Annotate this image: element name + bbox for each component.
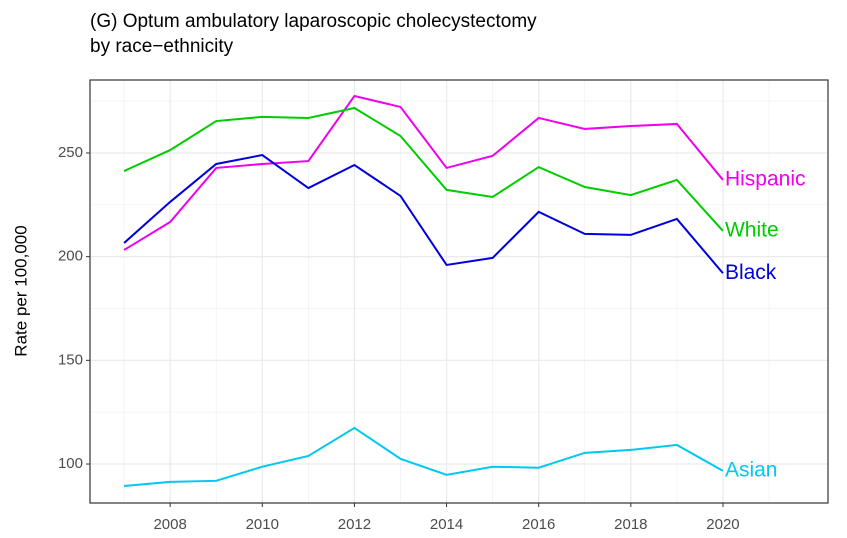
- y-tick-label: 150: [58, 351, 83, 368]
- series-label: Black: [725, 261, 777, 284]
- series-label: White: [725, 218, 779, 241]
- series-line: [123, 153, 724, 274]
- y-tick-label: 250: [58, 144, 83, 161]
- x-tick-label: 2016: [522, 516, 555, 533]
- y-axis-label: Rate per 100,000: [11, 225, 30, 356]
- x-tick-label: 2012: [338, 516, 371, 533]
- series-line: [123, 94, 724, 251]
- y-tick-label: 100: [58, 455, 83, 472]
- series-line: [124, 426, 724, 487]
- chart-title: by race−ethnicity: [90, 36, 234, 57]
- plot-border: [89, 79, 829, 504]
- x-tick-label: 2010: [246, 516, 279, 533]
- chart-title: (G) Optum ambulatory laparoscopic cholec…: [90, 11, 537, 32]
- x-tick-label: 2020: [706, 516, 739, 533]
- x-tick-label: 2018: [614, 516, 647, 533]
- x-tick-label: 2014: [430, 516, 463, 533]
- x-tick-label: 2008: [153, 516, 186, 533]
- series-label: Asian: [725, 458, 778, 481]
- series-line: [123, 106, 724, 232]
- y-tick-label: 200: [58, 248, 83, 265]
- series-label: Hispanic: [725, 167, 806, 190]
